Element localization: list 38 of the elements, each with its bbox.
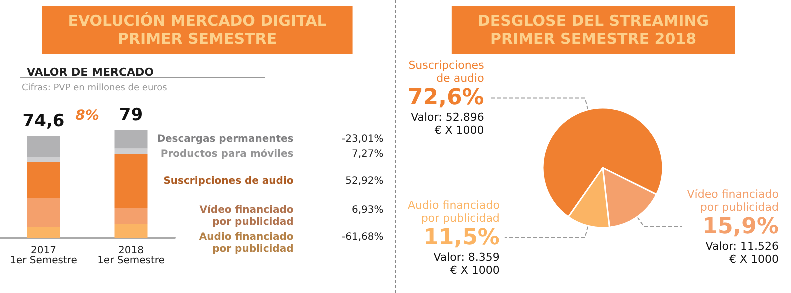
chart-subtitle: VALOR DE MERCADO xyxy=(27,66,154,79)
bar xyxy=(114,208,148,224)
x-tick-label: 2018 1er Semestre xyxy=(98,246,165,266)
data-label: 15,9% xyxy=(702,214,779,240)
chart-title: DESGLOSE DEL STREAMING PRIMER SEMESTRE 2018 xyxy=(478,12,710,48)
chart-title: EVOLUCIÓN MERCADO DIGITAL PRIMER SEMESTRE xyxy=(68,12,328,48)
series-label: Descargas permanentes xyxy=(157,134,294,145)
slice-label: Vídeo financiado por publicidad xyxy=(687,188,780,214)
text: Valor: 8.359 € X 1000 xyxy=(434,250,500,277)
text: 7,27% xyxy=(352,148,384,160)
bar xyxy=(114,148,148,154)
data-label: 11,5% xyxy=(424,225,500,250)
text: -61,68% xyxy=(342,232,384,243)
bar xyxy=(27,162,60,198)
text: 8% xyxy=(76,108,100,124)
bar xyxy=(114,130,148,149)
bar xyxy=(27,157,60,162)
text: 52,92% xyxy=(346,176,384,187)
text: 79 xyxy=(119,106,144,126)
annotation: 74,6 xyxy=(22,112,65,132)
text: Audio financiado por publicidad xyxy=(199,232,294,255)
bar xyxy=(114,224,148,238)
series-label: Productos para móviles xyxy=(160,148,294,160)
bar xyxy=(27,198,60,228)
text: -23,01% xyxy=(342,134,384,145)
x-tick-label: 2017 1er Semestre xyxy=(10,246,78,266)
text: Cifras: PVP en millones de euros xyxy=(22,84,168,94)
text: Valor: 11.526 € X 1000 xyxy=(706,240,779,266)
text: Valor: 52.896 € X 1000 xyxy=(411,111,484,138)
text: 6,93% xyxy=(352,204,384,216)
series-label: Suscripciones de audio xyxy=(164,176,294,187)
bar xyxy=(114,154,148,208)
data-label: 72,6% xyxy=(408,86,484,111)
slice-label: Audio financiado por publicidad xyxy=(408,198,500,225)
bar xyxy=(27,227,60,238)
bar xyxy=(27,136,60,158)
text: Vídeo financiado por publicidad xyxy=(200,204,294,228)
slice-label: Suscripciones de audio xyxy=(408,59,485,86)
